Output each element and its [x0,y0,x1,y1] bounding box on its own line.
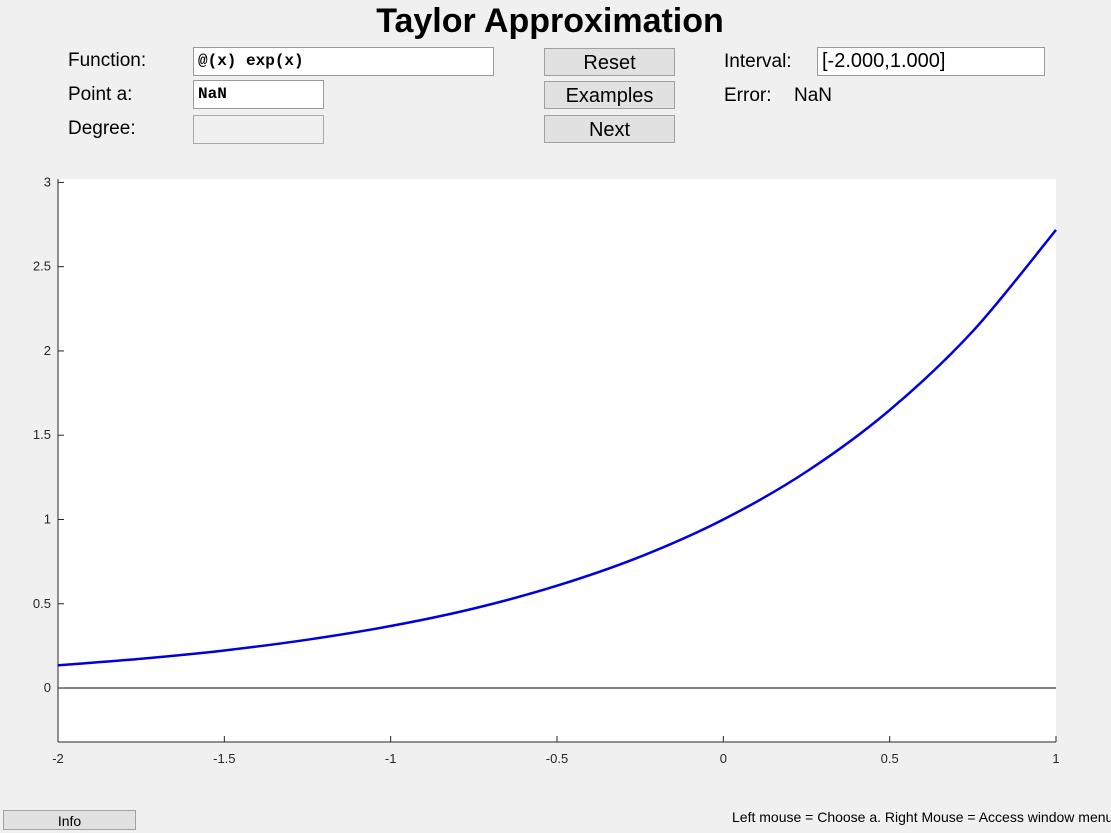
y-tick-label: 1 [44,511,51,526]
function-input[interactable]: @(x) exp(x) [193,47,494,76]
y-tick-label: 2.5 [33,259,51,274]
point-a-input[interactable]: NaN [193,80,324,109]
point-a-label: Point a: [68,84,133,105]
interval-input[interactable]: [-2.000,1.000] [817,47,1045,76]
y-tick-label: 2 [44,343,51,358]
taylor-plot[interactable]: 0 0.5 1 1.5 2 2.5 3 -2 -1.5 -1 -0.5 0 0.5 1 [0,0,1111,800]
x-tick-label: -1.5 [213,751,235,766]
x-tick-label: -2 [52,751,64,766]
y-tick-label: 0 [44,680,51,695]
y-tick-label: 3 [44,174,51,189]
x-tick-label: -1 [385,751,397,766]
degree-label: Degree: [68,118,136,139]
function-curve [57,229,1057,667]
error-value: NaN [794,85,833,106]
x-tick-label: 0 [720,751,727,766]
x-tick-label: -0.5 [546,751,568,766]
y-tick-label: 0.5 [33,596,51,611]
x-tick-label: 1 [1052,751,1059,766]
app-title: Taylor Approximation [376,2,724,40]
function-label: Function: [68,50,147,71]
plot-area[interactable] [58,179,1056,742]
examples-button[interactable]: Examples [544,81,675,109]
status-hint: Left mouse = Choose a. Right Mouse = Acc… [732,809,1111,825]
info-button[interactable]: Info [3,810,136,830]
interval-label: Interval: [724,51,792,72]
degree-input[interactable] [193,115,324,144]
reset-button[interactable]: Reset [544,48,675,76]
y-tick-label: 1.5 [33,427,51,442]
x-tick-label: 0.5 [881,751,899,766]
error-label: Error: [724,85,772,106]
next-button[interactable]: Next [544,115,675,143]
